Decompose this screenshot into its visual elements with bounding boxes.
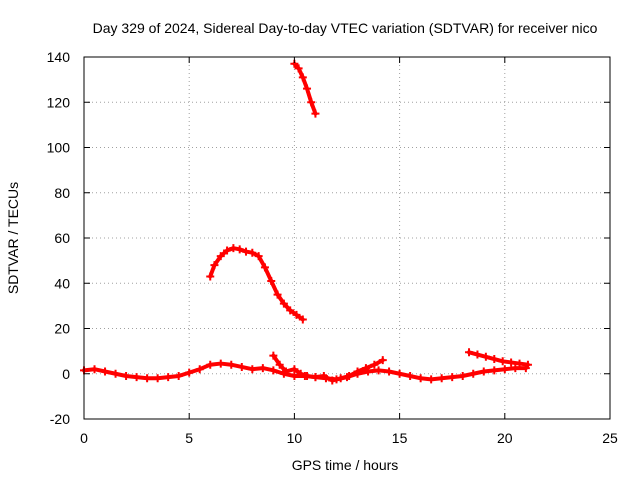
x-tick-label: 10 xyxy=(287,430,303,446)
series-arc-high xyxy=(290,59,320,118)
series-secondary-near-zero xyxy=(269,351,387,385)
y-tick-label: 80 xyxy=(54,185,70,201)
y-tick-label: 40 xyxy=(54,275,70,291)
axis-ticks: 0 5 10 15 20 25 -20 0 20 40 60 80 100 120 140 xyxy=(47,49,618,446)
chart-title: Day 329 of 2024, Sidereal Day-to-day VTE… xyxy=(93,20,598,36)
series-trace xyxy=(271,353,385,383)
x-tick-label: 5 xyxy=(185,430,193,446)
data-points xyxy=(80,59,532,385)
series-arc-mid xyxy=(206,244,307,324)
grid xyxy=(84,57,610,419)
y-tick-label: 140 xyxy=(47,49,71,65)
series-baseline xyxy=(80,359,530,384)
x-tick-label: 0 xyxy=(80,430,88,446)
series-trace xyxy=(292,61,318,116)
x-axis-label: GPS time / hours xyxy=(292,457,399,473)
x-tick-label: 15 xyxy=(392,430,408,446)
y-tick-label: 100 xyxy=(47,140,71,156)
y-axis-label: SDTVAR / TECUs xyxy=(5,182,21,294)
y-tick-label: 0 xyxy=(62,366,70,382)
series-late-segment xyxy=(465,348,532,369)
x-tick-label: 25 xyxy=(602,430,618,446)
y-tick-label: -20 xyxy=(50,411,70,427)
y-tick-label: 60 xyxy=(54,230,70,246)
series-trace xyxy=(208,246,305,322)
x-tick-label: 20 xyxy=(497,430,513,446)
y-tick-label: 20 xyxy=(54,321,70,337)
series-trace xyxy=(467,350,530,367)
y-tick-label: 120 xyxy=(47,94,71,110)
